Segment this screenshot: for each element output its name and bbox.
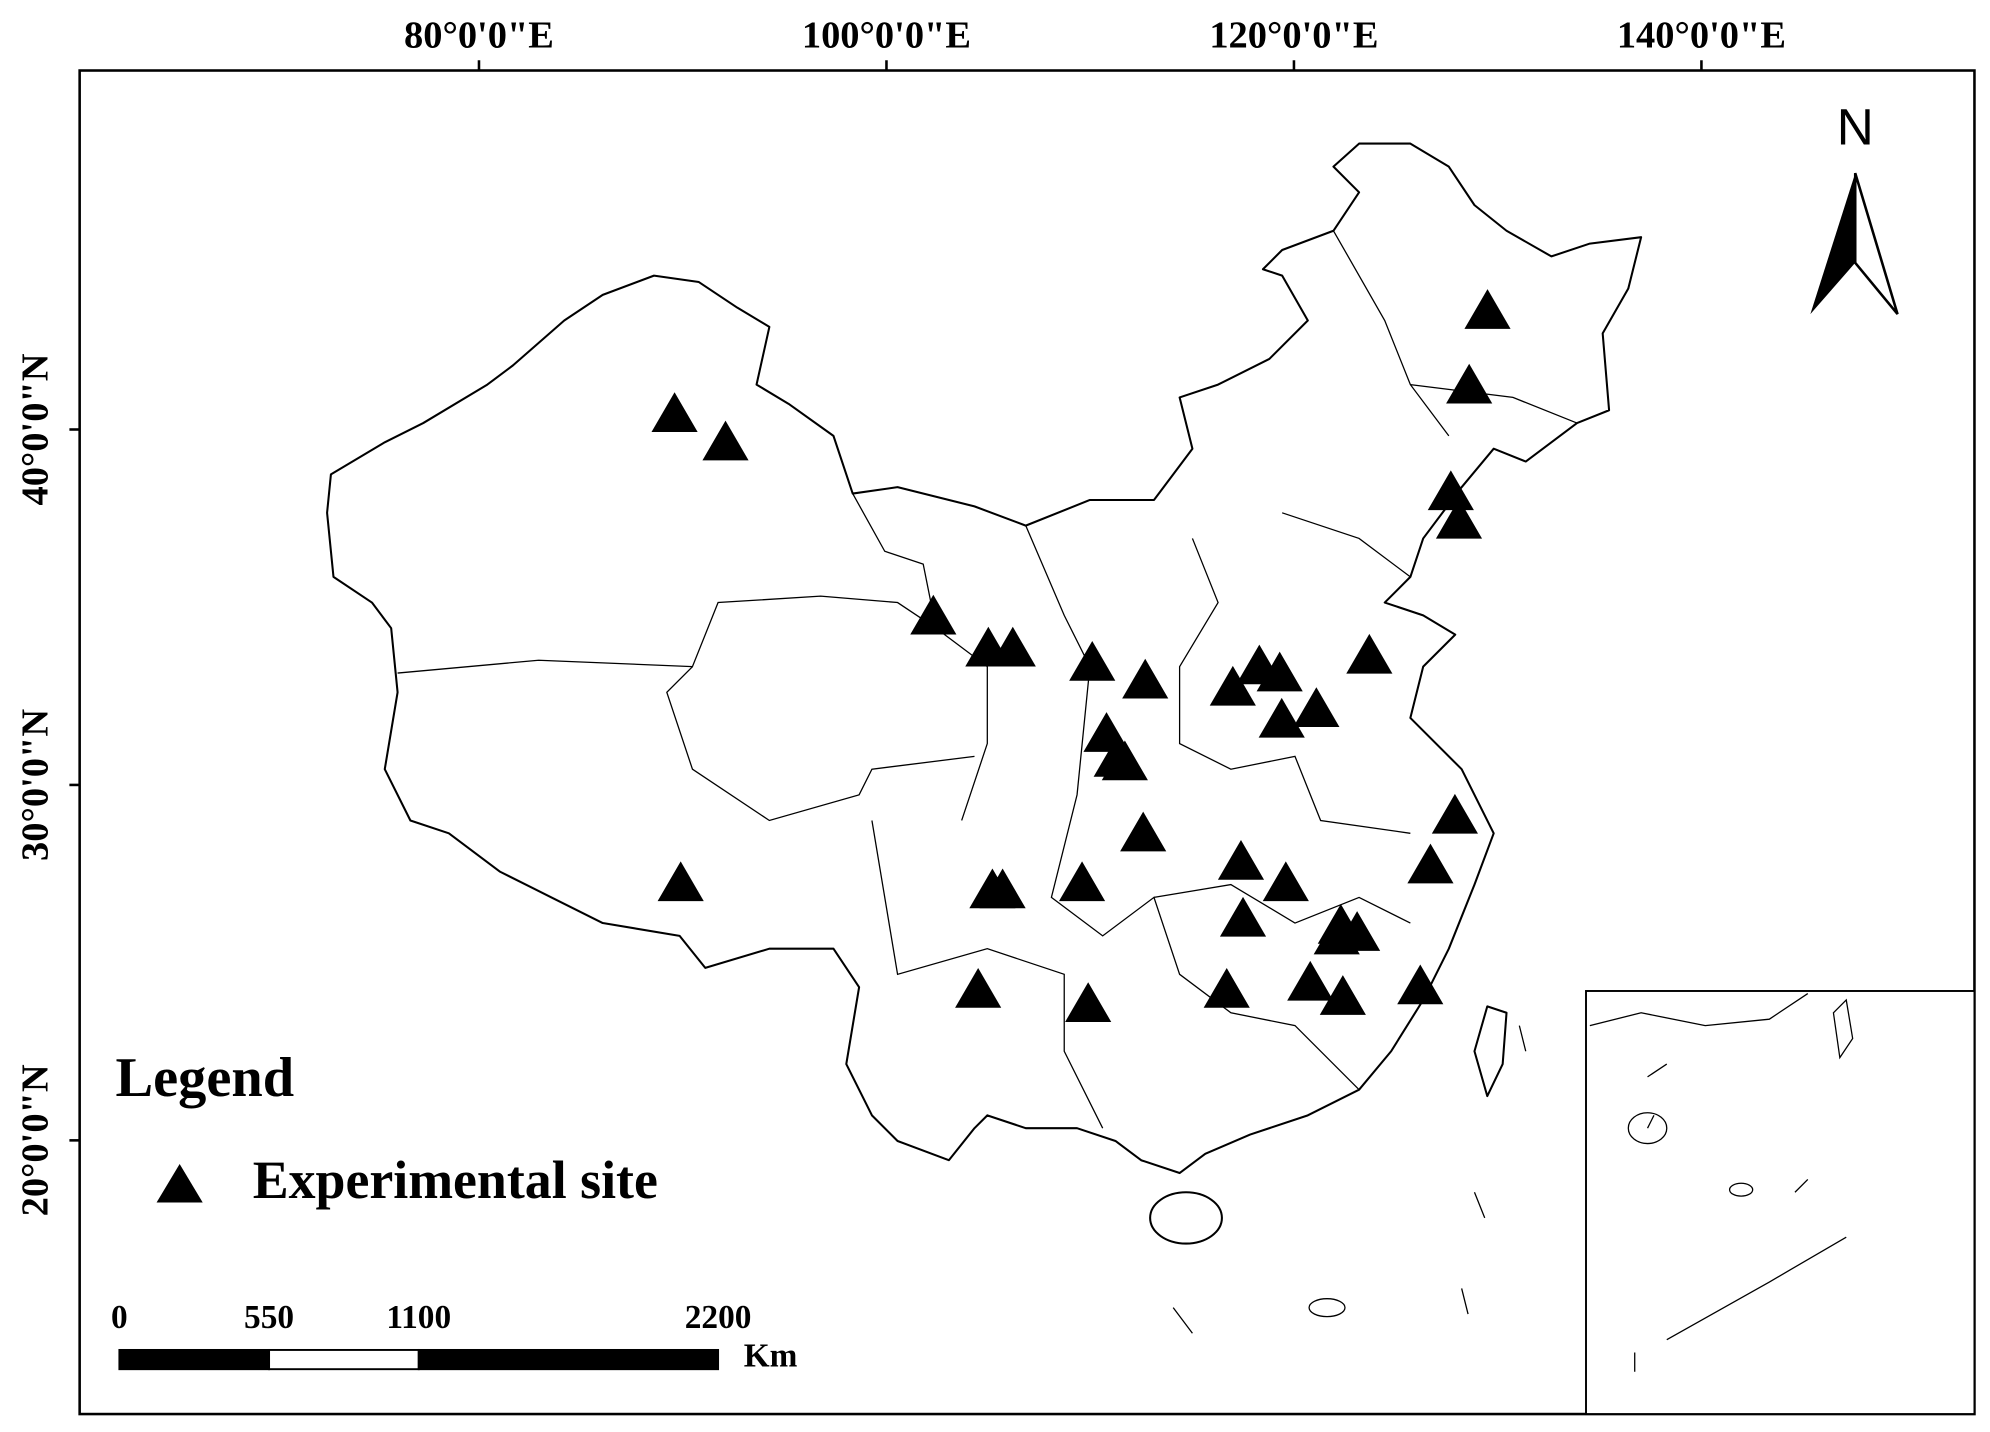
site-marker — [657, 861, 704, 902]
site-marker — [955, 968, 1002, 1008]
inset-content — [1589, 993, 1854, 1372]
site-marker — [1065, 982, 1112, 1022]
site-marker — [979, 868, 1026, 909]
scale-segment — [268, 1348, 420, 1371]
x-tick-label: 80°0'0"E — [404, 14, 554, 56]
site-marker — [1219, 896, 1267, 937]
site-marker — [1431, 793, 1478, 834]
site-marker — [1217, 840, 1265, 880]
site-marker — [651, 392, 698, 432]
site-marker — [1122, 658, 1169, 699]
site-marker — [1427, 470, 1474, 511]
scale-label: 0 — [111, 1299, 128, 1336]
site-marker — [910, 594, 957, 635]
site-marker — [1258, 697, 1305, 738]
site-marker — [1287, 960, 1334, 1001]
china-outline — [326, 142, 1643, 1175]
site-marker — [1446, 363, 1493, 404]
site-marker — [1262, 861, 1309, 902]
scale-label: 1100 — [386, 1299, 451, 1336]
site-marker — [702, 420, 749, 461]
site-marker — [1319, 975, 1366, 1015]
y-tick-label: 40°0'0"N — [14, 353, 56, 505]
y-tick-label: 20°0'0"N — [14, 1064, 56, 1216]
site-marker — [1209, 665, 1256, 706]
site-marker — [1256, 651, 1303, 692]
map-frame — [78, 69, 1976, 1416]
legend-symbol — [156, 1164, 203, 1203]
islands — [1172, 1025, 1527, 1334]
scale-label: 550 — [244, 1299, 294, 1336]
scale-unit: Km — [744, 1338, 798, 1375]
site-marker — [1397, 964, 1444, 1005]
site-marker — [1435, 498, 1483, 539]
site-marker — [1346, 633, 1393, 674]
north-arrow — [1853, 172, 1899, 315]
site-marker — [1101, 740, 1148, 781]
taiwan — [1473, 1005, 1508, 1098]
x-tick-label: 140°0'0"E — [1617, 14, 1786, 56]
province-borders — [397, 230, 1578, 1129]
site-marker — [1069, 641, 1116, 681]
scale-segment — [118, 1348, 271, 1371]
site-marker — [1203, 968, 1250, 1008]
site-marker — [1293, 687, 1340, 727]
legend-item: Experimental site — [253, 1150, 658, 1210]
site-marker — [1407, 843, 1454, 884]
site-marker — [1058, 861, 1106, 902]
x-tick-label: 120°0'0"E — [1209, 14, 1378, 56]
site-marker — [1120, 811, 1167, 852]
hainan — [1149, 1191, 1223, 1245]
scale-segment — [417, 1348, 720, 1371]
site-marker — [989, 626, 1036, 667]
north-arrow — [1810, 173, 1856, 315]
site-marker — [1313, 914, 1360, 955]
inset-map — [1585, 990, 1976, 1416]
site-marker — [1464, 289, 1511, 329]
north-label: N — [1837, 98, 1874, 155]
legend-title: Legend — [116, 1047, 295, 1109]
x-tick-label: 100°0'0"E — [802, 14, 971, 56]
y-tick-label: 30°0'0"N — [14, 709, 56, 861]
scale-label: 2200 — [685, 1299, 752, 1336]
